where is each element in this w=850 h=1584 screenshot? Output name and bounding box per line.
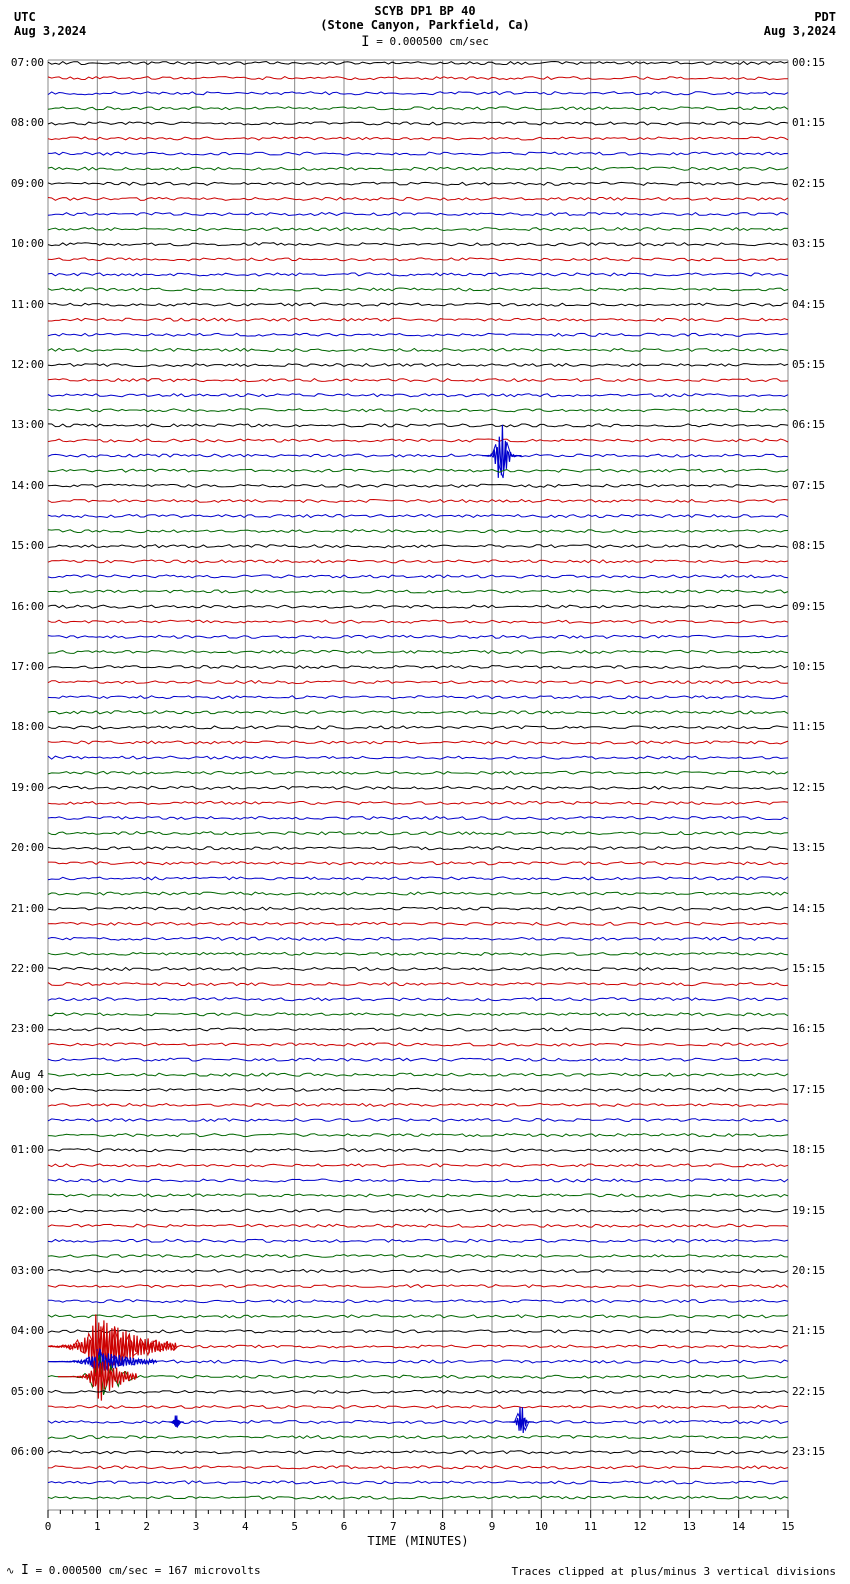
pdt-time-label: 23:15: [792, 1445, 842, 1458]
utc-time-label: 16:00: [4, 600, 44, 613]
footer-scale-text: = 0.000500 cm/sec = 167 microvolts: [35, 1564, 260, 1577]
pdt-time-label: 00:15: [792, 56, 842, 69]
pdt-time-label: 10:15: [792, 660, 842, 673]
xaxis-title: TIME (MINUTES): [48, 1534, 788, 1548]
pdt-time-label: 01:15: [792, 116, 842, 129]
footer-right: Traces clipped at plus/minus 3 vertical …: [511, 1565, 836, 1578]
xaxis-tick-label: 1: [87, 1520, 107, 1533]
pdt-time-label: 04:15: [792, 298, 842, 311]
utc-time-label: 03:00: [4, 1264, 44, 1277]
utc-time-label: 23:00: [4, 1022, 44, 1035]
xaxis-tick-label: 2: [137, 1520, 157, 1533]
utc-time-label: 14:00: [4, 479, 44, 492]
utc-time-label: 10:00: [4, 237, 44, 250]
utc-time-label: 00:00: [4, 1083, 44, 1096]
xaxis-tick-label: 15: [778, 1520, 798, 1533]
pdt-time-label: 02:15: [792, 177, 842, 190]
utc-time-label: 06:00: [4, 1445, 44, 1458]
xaxis-tick-label: 12: [630, 1520, 650, 1533]
xaxis-tick-label: 6: [334, 1520, 354, 1533]
footer-scale-symbol: I: [21, 1563, 29, 1578]
pdt-time-label: 13:15: [792, 841, 842, 854]
utc-time-label: 01:00: [4, 1143, 44, 1156]
xaxis-tick-label: 13: [679, 1520, 699, 1533]
pdt-time-label: 16:15: [792, 1022, 842, 1035]
pdt-time-label: 05:15: [792, 358, 842, 371]
xaxis-tick-label: 0: [38, 1520, 58, 1533]
utc-time-label: 04:00: [4, 1324, 44, 1337]
xaxis-tick-label: 11: [581, 1520, 601, 1533]
utc-time-label: 08:00: [4, 116, 44, 129]
pdt-time-label: 14:15: [792, 902, 842, 915]
utc-time-label: 20:00: [4, 841, 44, 854]
utc-time-label: 12:00: [4, 358, 44, 371]
utc-time-label: 15:00: [4, 539, 44, 552]
utc-time-label: 21:00: [4, 902, 44, 915]
utc-time-label: 17:00: [4, 660, 44, 673]
utc-time-label: 18:00: [4, 720, 44, 733]
utc-time-label: 07:00: [4, 56, 44, 69]
xaxis-tick-label: 5: [285, 1520, 305, 1533]
pdt-time-label: 22:15: [792, 1385, 842, 1398]
pdt-time-label: 08:15: [792, 539, 842, 552]
utc-time-label: 13:00: [4, 418, 44, 431]
pdt-time-label: 15:15: [792, 962, 842, 975]
pdt-time-label: 17:15: [792, 1083, 842, 1096]
pdt-time-label: 12:15: [792, 781, 842, 794]
xaxis-tick-label: 9: [482, 1520, 502, 1533]
seismogram-plot: [0, 0, 850, 1584]
pdt-time-label: 09:15: [792, 600, 842, 613]
pdt-time-label: 20:15: [792, 1264, 842, 1277]
seismogram-container: SCYB DP1 BP 40 (Stone Canyon, Parkfield,…: [0, 0, 850, 1584]
utc-time-label: 02:00: [4, 1204, 44, 1217]
footer-left: ∿ I = 0.000500 cm/sec = 167 microvolts: [6, 1563, 261, 1578]
xaxis-tick-label: 4: [235, 1520, 255, 1533]
pdt-time-label: 03:15: [792, 237, 842, 250]
utc-time-label: 22:00: [4, 962, 44, 975]
pdt-time-label: 19:15: [792, 1204, 842, 1217]
utc-time-label: 11:00: [4, 298, 44, 311]
xaxis-tick-label: 14: [729, 1520, 749, 1533]
xaxis-tick-label: 10: [531, 1520, 551, 1533]
utc-time-label: 09:00: [4, 177, 44, 190]
utc-time-label: 05:00: [4, 1385, 44, 1398]
xaxis-tick-label: 8: [433, 1520, 453, 1533]
utc-date-break: Aug 4: [2, 1068, 44, 1081]
utc-time-label: 19:00: [4, 781, 44, 794]
pdt-time-label: 21:15: [792, 1324, 842, 1337]
pdt-time-label: 06:15: [792, 418, 842, 431]
pdt-time-label: 07:15: [792, 479, 842, 492]
xaxis-tick-label: 3: [186, 1520, 206, 1533]
pdt-time-label: 11:15: [792, 720, 842, 733]
xaxis-tick-label: 7: [383, 1520, 403, 1533]
pdt-time-label: 18:15: [792, 1143, 842, 1156]
